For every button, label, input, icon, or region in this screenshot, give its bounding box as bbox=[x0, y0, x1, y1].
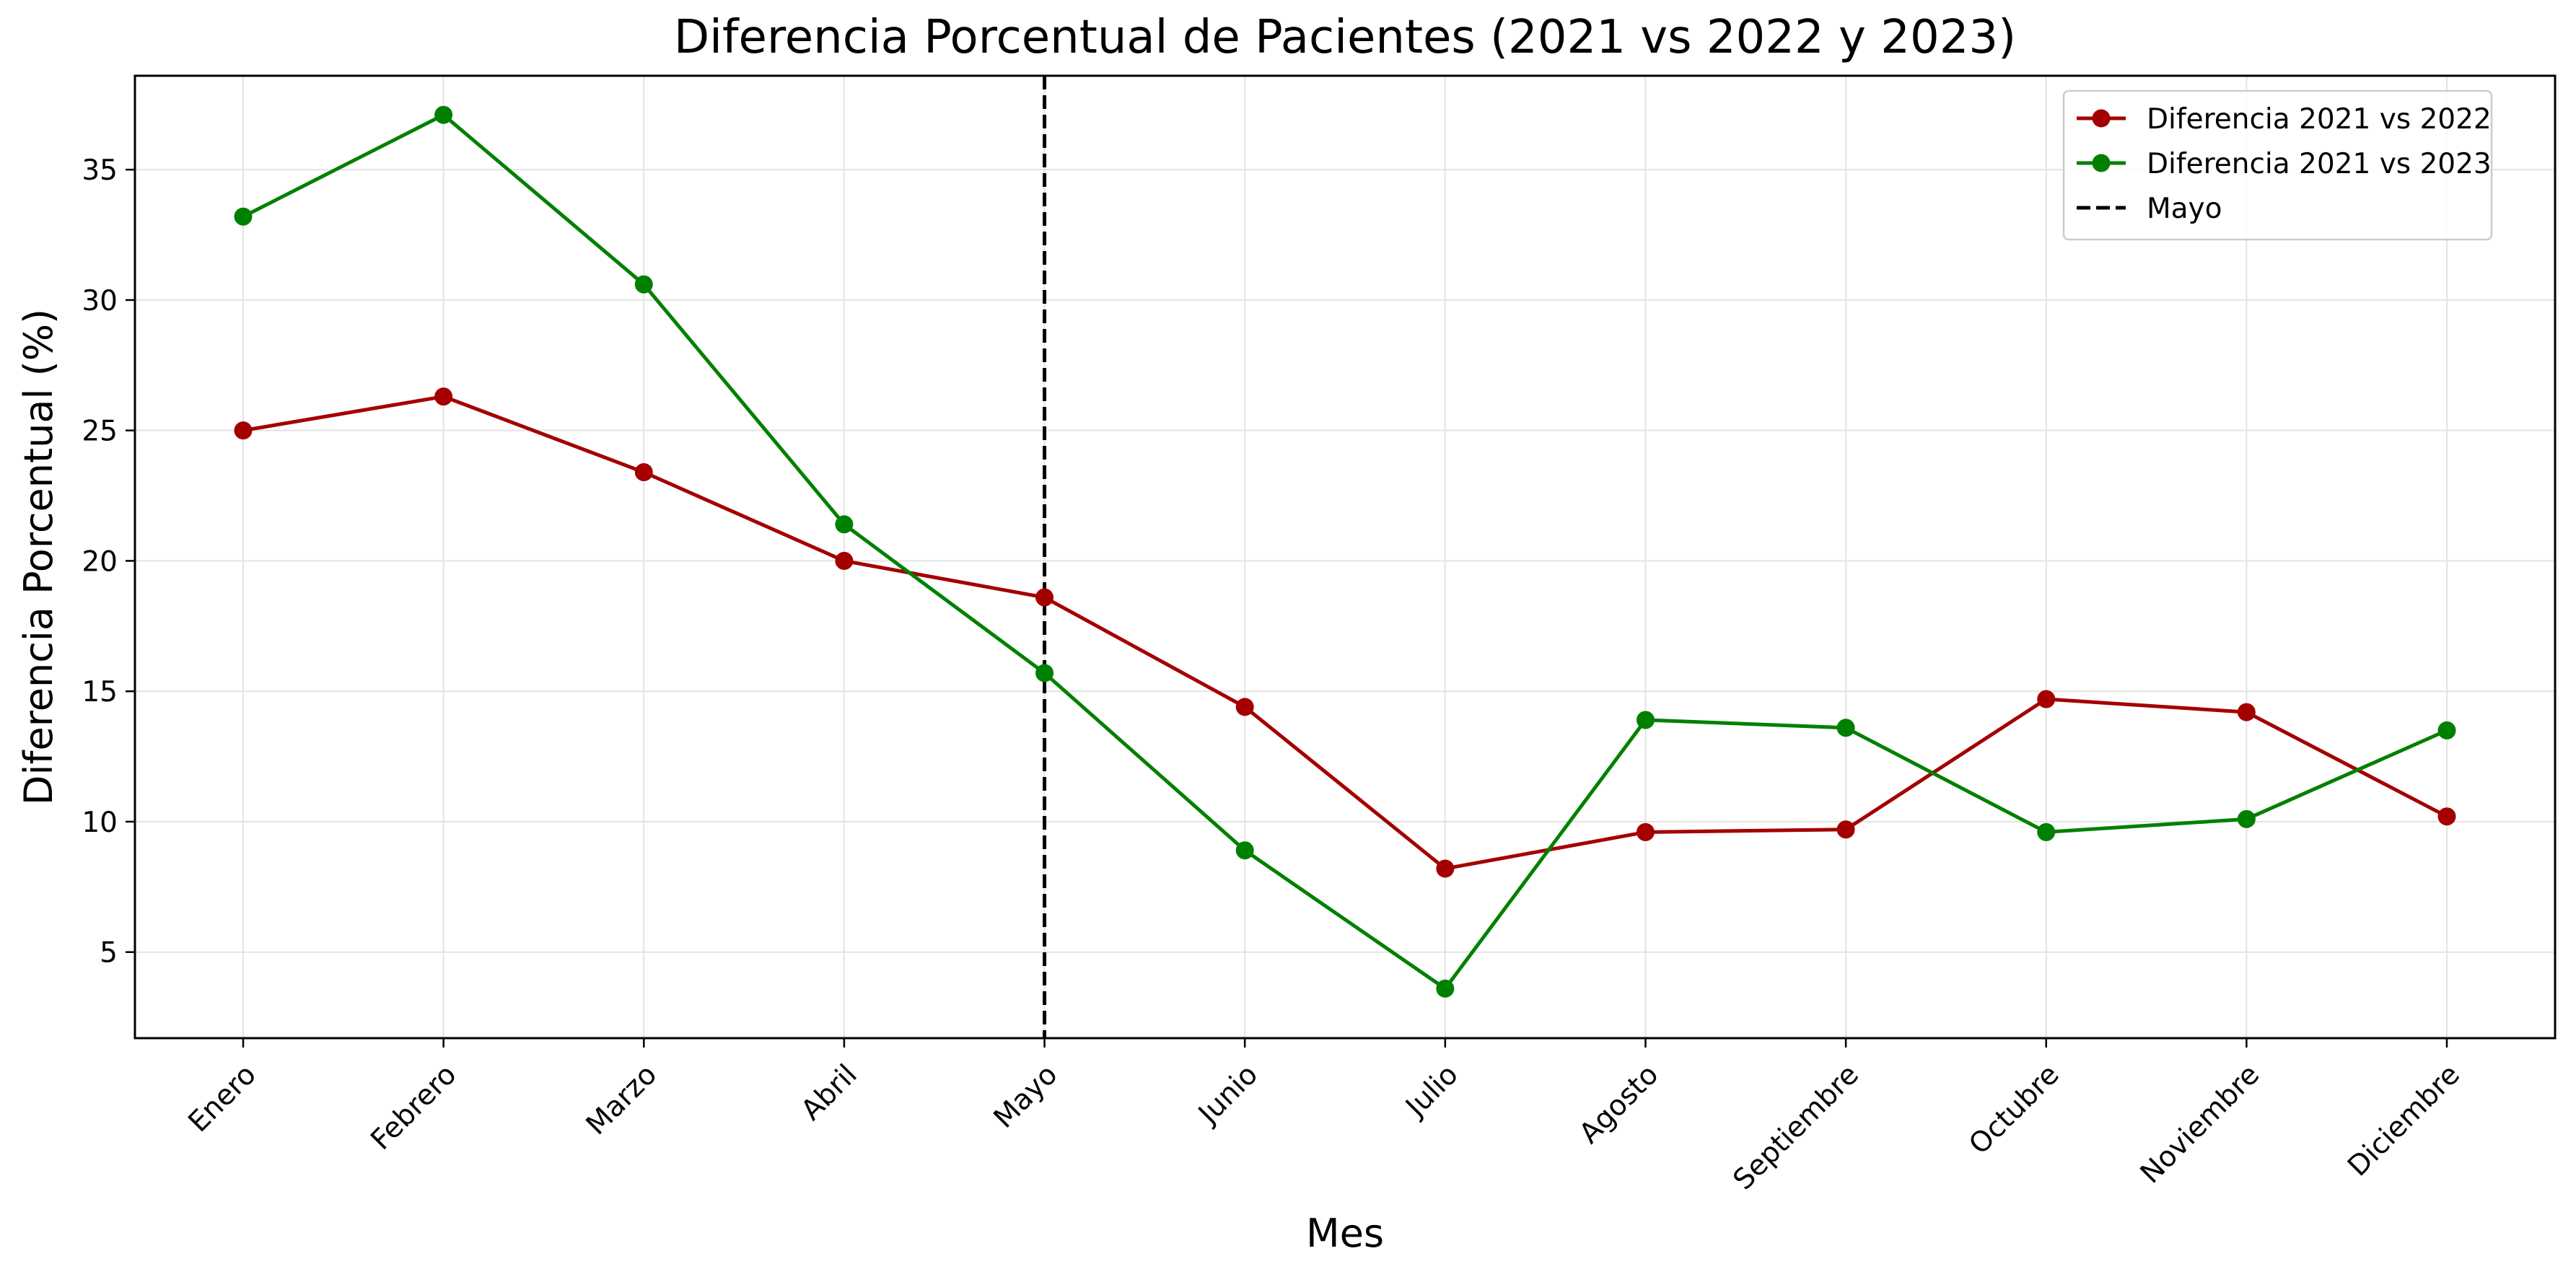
series-line bbox=[242, 113, 2448, 991]
data-point bbox=[2437, 807, 2456, 826]
data-point bbox=[634, 275, 653, 294]
data-point bbox=[2237, 809, 2256, 828]
y-axis-label: Diferencia Porcentual (%) bbox=[16, 309, 61, 805]
legend: Diferencia 2021 vs 2022 Diferencia 2021 v… bbox=[2062, 89, 2493, 241]
y-tick-label: 15 bbox=[82, 676, 118, 708]
x-axis-label: Mes bbox=[1306, 1211, 1384, 1256]
legend-label: Diferencia 2021 vs 2022 bbox=[2147, 103, 2492, 136]
legend-label: Diferencia 2021 vs 2023 bbox=[2147, 148, 2492, 180]
data-point bbox=[1035, 664, 1054, 682]
y-tick-label: 20 bbox=[82, 545, 118, 578]
data-point bbox=[1035, 588, 1054, 607]
data-point bbox=[2037, 690, 2056, 708]
data-point bbox=[1235, 841, 1254, 860]
series-line bbox=[242, 395, 2448, 871]
data-point bbox=[1436, 979, 1455, 998]
data-point bbox=[234, 421, 253, 440]
y-tick-label: 30 bbox=[82, 285, 118, 317]
series-layer bbox=[234, 105, 2456, 998]
data-point bbox=[234, 207, 253, 226]
data-point bbox=[835, 551, 854, 570]
y-tick-label: 25 bbox=[82, 416, 118, 448]
data-point bbox=[634, 463, 653, 482]
legend-box bbox=[2062, 89, 2493, 241]
series-group bbox=[234, 387, 2456, 878]
data-point bbox=[1636, 711, 1655, 729]
data-point bbox=[1836, 719, 1855, 737]
data-point bbox=[1836, 820, 1855, 839]
data-point bbox=[1436, 859, 1455, 878]
y-tick-label: 10 bbox=[82, 807, 118, 839]
data-point bbox=[434, 387, 453, 406]
data-point bbox=[2037, 822, 2056, 841]
legend-swatch-marker bbox=[2092, 154, 2111, 172]
y-tick-label: 35 bbox=[82, 154, 118, 187]
y-tick-label: 5 bbox=[100, 937, 118, 970]
legend-swatch-marker bbox=[2092, 109, 2111, 128]
series-group bbox=[234, 105, 2456, 998]
data-point bbox=[1235, 698, 1254, 716]
data-point bbox=[1636, 822, 1655, 841]
plot-frame bbox=[133, 74, 2557, 1040]
data-point bbox=[2437, 721, 2456, 739]
data-point bbox=[2237, 703, 2256, 721]
legend-label: Mayo bbox=[2147, 193, 2222, 225]
data-point bbox=[835, 515, 854, 534]
data-point bbox=[434, 105, 453, 124]
chart-title: Diferencia Porcentual de Pacientes (2021… bbox=[674, 11, 2016, 64]
